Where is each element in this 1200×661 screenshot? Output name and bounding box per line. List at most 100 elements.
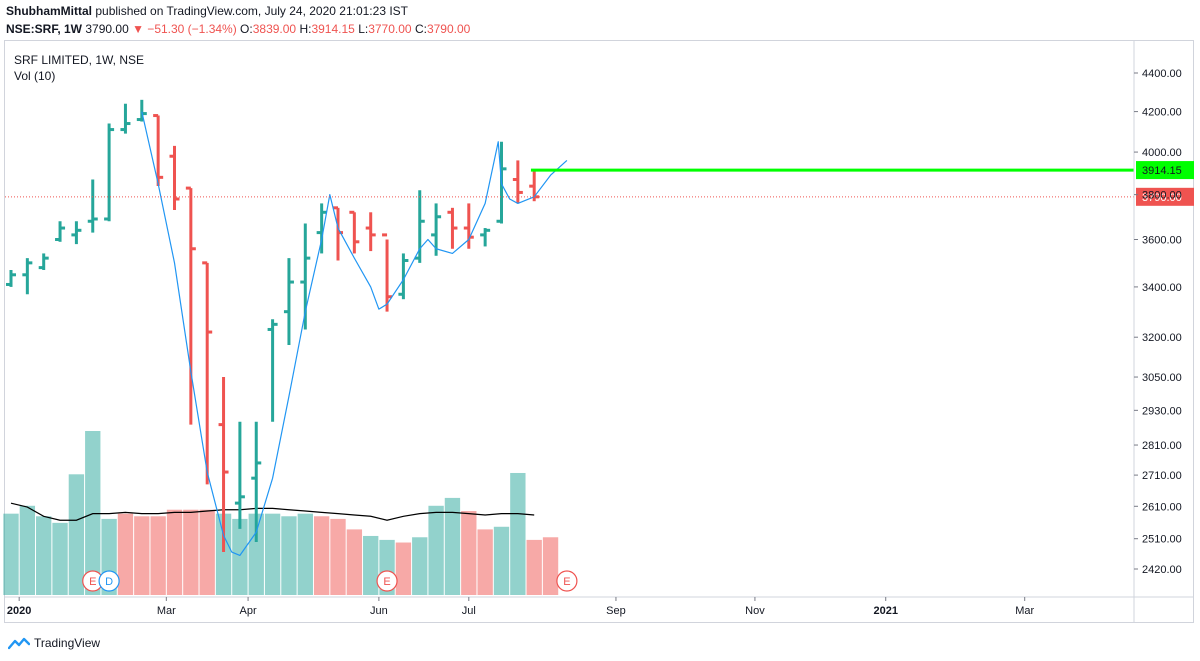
volume-bar bbox=[183, 509, 199, 595]
ohlc-bar bbox=[202, 261, 213, 485]
ohlc-bar bbox=[398, 253, 409, 300]
volume-study-label: Vol (10) bbox=[14, 69, 55, 83]
time-tick-label: Sep bbox=[606, 605, 626, 617]
high-value: 3914.15 bbox=[311, 22, 355, 36]
volume-bar bbox=[346, 529, 363, 595]
earnings-event-icon: E bbox=[376, 570, 398, 592]
price-tick-label: 3050.00 bbox=[1142, 372, 1182, 384]
low-value: 3770.00 bbox=[368, 22, 412, 36]
volume-bar bbox=[199, 509, 215, 595]
price-tick-label: 2610.00 bbox=[1142, 501, 1182, 513]
volume-bar bbox=[526, 539, 542, 595]
ohlc-bar bbox=[267, 319, 278, 422]
volume-bar bbox=[52, 522, 68, 595]
ohlc-bar bbox=[218, 377, 229, 553]
dividend-event-icon: D bbox=[98, 570, 120, 592]
chart-title: SRF LIMITED, 1W, NSE bbox=[14, 53, 144, 67]
ohlc-bar bbox=[480, 228, 491, 247]
open-label: O: bbox=[240, 22, 253, 36]
price-tick-label: 2930.00 bbox=[1142, 405, 1182, 417]
ohlc-bar bbox=[382, 233, 393, 312]
volume-moving-average-line bbox=[10, 502, 535, 521]
ohlc-bar bbox=[136, 99, 147, 122]
cup-and-handle-curve bbox=[141, 111, 568, 556]
tradingview-logo-icon bbox=[8, 637, 30, 650]
close-value: 3790.00 bbox=[426, 22, 471, 36]
price-chart[interactable]: 3914.15 3790.00 2420.00 2510.00 2610.00 2710… bbox=[0, 0, 1200, 630]
event-circle bbox=[376, 570, 398, 592]
time-tick-label: Nov bbox=[745, 605, 765, 617]
price-tick-label: 2710.00 bbox=[1142, 470, 1182, 482]
volume-bar bbox=[281, 516, 297, 595]
event-circle bbox=[98, 570, 120, 592]
volume-bar bbox=[395, 542, 412, 595]
ohlc-bar bbox=[365, 212, 376, 252]
ohlc-bar bbox=[414, 190, 425, 263]
volume-bar bbox=[477, 529, 493, 595]
time-tick-label: Jun bbox=[370, 605, 388, 617]
volume-bar bbox=[510, 472, 526, 595]
volume-bar bbox=[461, 511, 477, 595]
volume-bar bbox=[493, 526, 510, 595]
ohlc-bar bbox=[251, 421, 262, 543]
event-letter: E bbox=[563, 576, 570, 588]
last-price-badge bbox=[1136, 187, 1194, 206]
event-letter: E bbox=[89, 576, 96, 588]
volume-bar bbox=[85, 431, 101, 595]
time-tick-label: Apr bbox=[240, 605, 257, 617]
tradingview-footer[interactable]: TradingView bbox=[8, 636, 100, 650]
event-letter: E bbox=[383, 576, 390, 588]
ohlc-bar bbox=[104, 123, 115, 222]
time-tick-label: 2021 bbox=[873, 605, 897, 617]
ohlc-bar bbox=[87, 179, 98, 233]
resistance-level-label: 3914.15 bbox=[1142, 165, 1182, 177]
price-tick-label: 3200.00 bbox=[1142, 332, 1182, 344]
ohlc-bar bbox=[447, 207, 458, 249]
volume-bar bbox=[542, 537, 559, 595]
publish-text: published on TradingView.com, July 24, 2… bbox=[95, 4, 408, 18]
ohlc-bar bbox=[169, 145, 180, 211]
volume-bar bbox=[134, 516, 150, 595]
time-tick-label: Jul bbox=[462, 605, 476, 617]
ohlc-bar bbox=[38, 253, 49, 271]
ohlc-bar bbox=[316, 203, 327, 254]
price-tick-label: 3400.00 bbox=[1142, 282, 1182, 294]
price-tick-label: 4200.00 bbox=[1142, 107, 1182, 119]
price-tick-label: 4000.00 bbox=[1142, 147, 1182, 159]
volume-bar bbox=[412, 537, 428, 595]
price-tick-label: 3800.00 bbox=[1142, 190, 1182, 202]
time-tick-label: Mar bbox=[1015, 605, 1034, 617]
volume-bar bbox=[297, 513, 313, 595]
volume-bar bbox=[330, 518, 346, 595]
volume-bar bbox=[117, 513, 134, 595]
volume-bar bbox=[166, 509, 183, 595]
volume-bar bbox=[428, 505, 444, 595]
volume-bar bbox=[36, 516, 52, 595]
high-label: H: bbox=[299, 22, 312, 36]
last-price-label: 3790.00 bbox=[1142, 192, 1182, 204]
ohlc-bar bbox=[153, 114, 164, 186]
ohlc-bar bbox=[6, 270, 16, 287]
volume-bar bbox=[444, 497, 461, 595]
open-value: 3839.00 bbox=[252, 22, 297, 36]
price-tick-label: 3600.00 bbox=[1142, 234, 1182, 246]
publish-info: ShubhamMittal published on TradingView.c… bbox=[6, 4, 408, 18]
ohlc-bar bbox=[22, 258, 33, 295]
author-name[interactable]: ShubhamMittal bbox=[6, 4, 92, 18]
close-label: C: bbox=[414, 22, 427, 36]
time-tick-label: Mar bbox=[157, 605, 176, 617]
chart-panel[interactable] bbox=[4, 40, 1194, 623]
ohlc-bar bbox=[71, 221, 82, 245]
volume-bar bbox=[232, 518, 248, 595]
volume-bar bbox=[248, 513, 264, 595]
event-letter: D bbox=[105, 576, 113, 588]
ohlc-bar bbox=[349, 210, 360, 254]
price-tick-label: 2510.00 bbox=[1142, 534, 1182, 546]
event-circle bbox=[556, 570, 578, 592]
ohlc-header: NSE:SRF, 1W 3790.00 ▼ −51.30 (−1.34%) O:… bbox=[6, 22, 470, 36]
price-tick-label: 4400.00 bbox=[1142, 68, 1182, 80]
volume-bar bbox=[363, 535, 379, 595]
price-change: ▼ −51.30 (−1.34%) bbox=[132, 22, 237, 36]
volume-bar bbox=[313, 516, 330, 595]
volume-bar bbox=[264, 513, 281, 595]
